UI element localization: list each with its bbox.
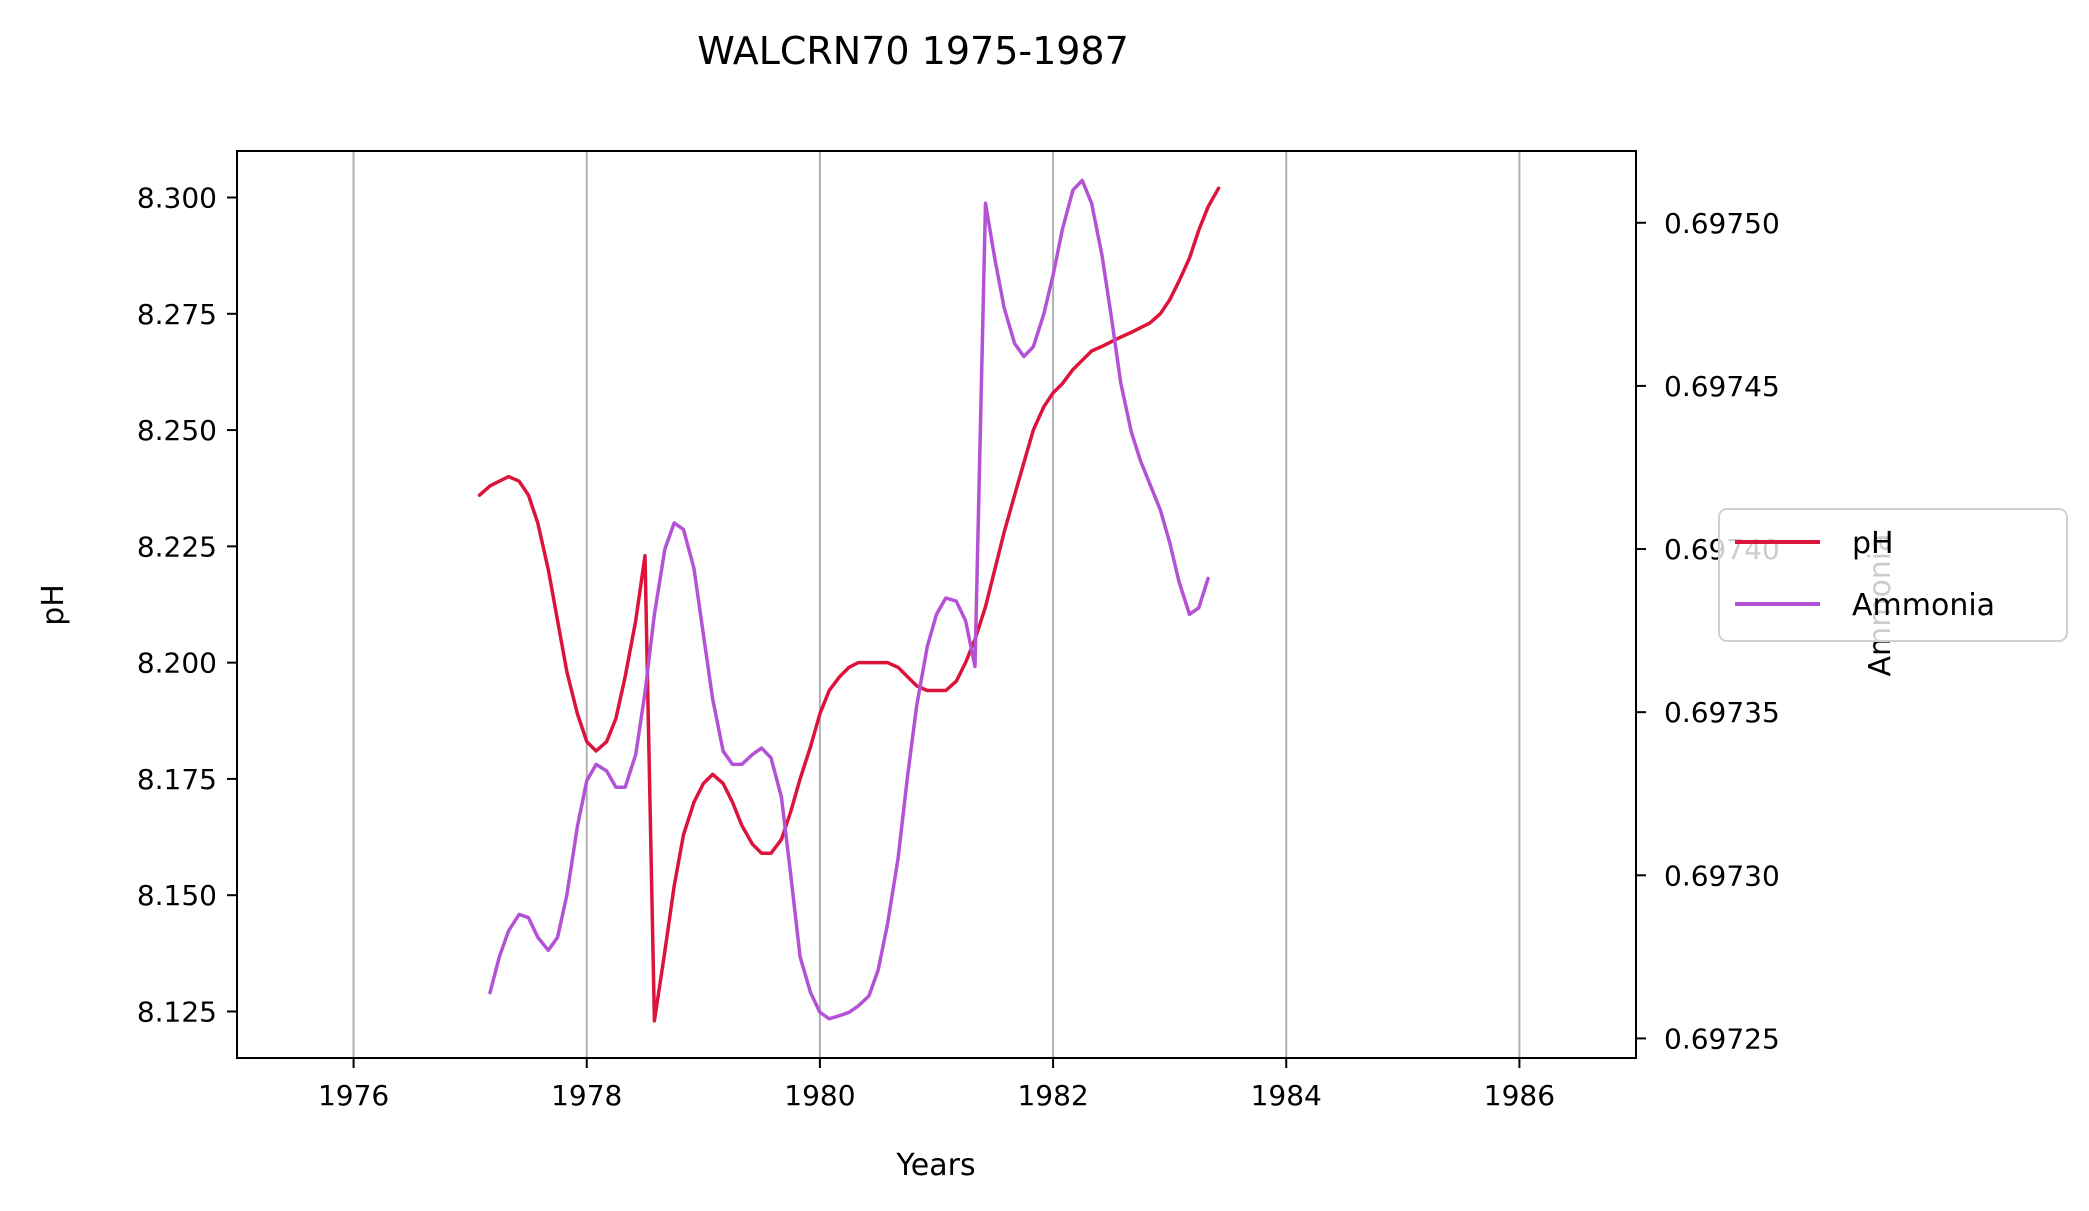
y-left-axis-label: pH (36, 584, 71, 626)
x-axis-label: Years (895, 1148, 975, 1183)
x-tick-label: 1986 (1484, 1079, 1555, 1112)
y-right-tick-label: 0.69745 (1664, 370, 1780, 403)
y-right-tick-label: 0.69735 (1664, 696, 1780, 729)
y-right-tick-label: 0.69725 (1664, 1022, 1780, 1055)
series-line-ammonia (488, 178, 1210, 1021)
x-tick-label: 1976 (318, 1079, 389, 1112)
y-left-tick-label: 8.225 (137, 530, 217, 563)
x-axis-ticks: 1976 1978 1980 1982 1984 1986 (318, 1058, 1555, 1112)
y-left-tick-label: 8.275 (137, 298, 217, 331)
y-left-tick-label: 8.175 (137, 763, 217, 796)
grid-lines (352, 151, 1521, 1058)
y-right-tick-label: 0.69730 (1664, 859, 1780, 892)
y-left-tick-label: 8.250 (137, 414, 217, 447)
x-tick-label: 1978 (551, 1079, 622, 1112)
y-left-axis-ticks: 8.125 8.150 8.175 8.200 8.225 8.250 8.275 8.300 (137, 182, 237, 1028)
y-left-tick-label: 8.150 (137, 879, 217, 912)
series-line-ph (477, 186, 1221, 1023)
plot-frame (236, 150, 1637, 1059)
legend-label-ammonia: Ammonia (1852, 588, 1995, 623)
y-left-tick-label: 8.200 (137, 647, 217, 680)
x-tick-label: 1984 (1251, 1079, 1322, 1112)
x-tick-label: 1980 (784, 1079, 855, 1112)
legend: pH Ammonia (1718, 508, 2068, 642)
legend-label-ph: pH (1852, 526, 1894, 561)
chart-title: WALCRN70 1975-1987 (697, 29, 1129, 73)
y-left-tick-label: 8.125 (137, 995, 217, 1028)
y-left-tick-label: 8.300 (137, 182, 217, 215)
y-right-tick-label: 0.69750 (1664, 207, 1780, 240)
x-tick-label: 1982 (1017, 1079, 1088, 1112)
series-layer (477, 178, 1221, 1023)
